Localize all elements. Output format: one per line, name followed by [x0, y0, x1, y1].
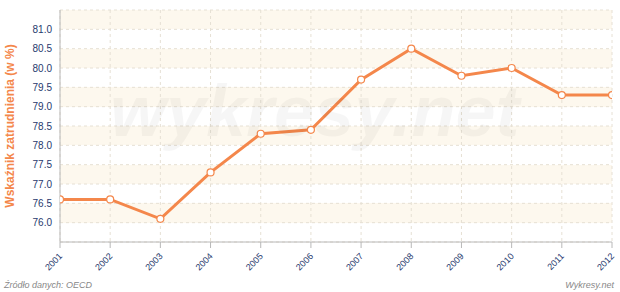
svg-text:Wskaźnik zatrudnienia (w %): Wskaźnik zatrudnienia (w %): [8, 44, 17, 207]
svg-text:78.5: 78.5: [33, 121, 53, 132]
svg-text:77.0: 77.0: [33, 179, 53, 190]
svg-text:2005: 2005: [244, 251, 265, 272]
svg-text:2011: 2011: [545, 251, 566, 272]
svg-text:2001: 2001: [43, 251, 64, 272]
svg-text:2008: 2008: [394, 251, 415, 272]
svg-text:77.5: 77.5: [33, 159, 53, 170]
html-text:Wykresy.net: Wykresy.net: [565, 280, 614, 290]
svg-text:2007: 2007: [344, 251, 365, 272]
svg-text:2004: 2004: [194, 251, 215, 272]
svg-text:79.0: 79.0: [33, 101, 53, 112]
svg-text:76.5: 76.5: [33, 198, 53, 209]
svg-text:2002: 2002: [93, 251, 114, 272]
html-text:wykresy.net: wykresy.net: [110, 71, 520, 151]
svg-text:81.0: 81.0: [33, 24, 53, 35]
svg-text:2010: 2010: [495, 251, 516, 272]
svg-text:2012: 2012: [595, 251, 612, 272]
svg-text:76.0: 76.0: [33, 217, 53, 228]
svg-text:80.5: 80.5: [33, 43, 53, 54]
svg-text:2006: 2006: [294, 251, 315, 272]
svg-text:2003: 2003: [143, 251, 164, 272]
svg-text:79.5: 79.5: [33, 82, 53, 93]
svg-text:80.0: 80.0: [33, 63, 53, 74]
svg-text:78.0: 78.0: [33, 140, 53, 151]
html-text:Źródło danych: OECD: Źródło danych: OECD: [4, 280, 92, 290]
svg-text:2009: 2009: [444, 251, 465, 272]
